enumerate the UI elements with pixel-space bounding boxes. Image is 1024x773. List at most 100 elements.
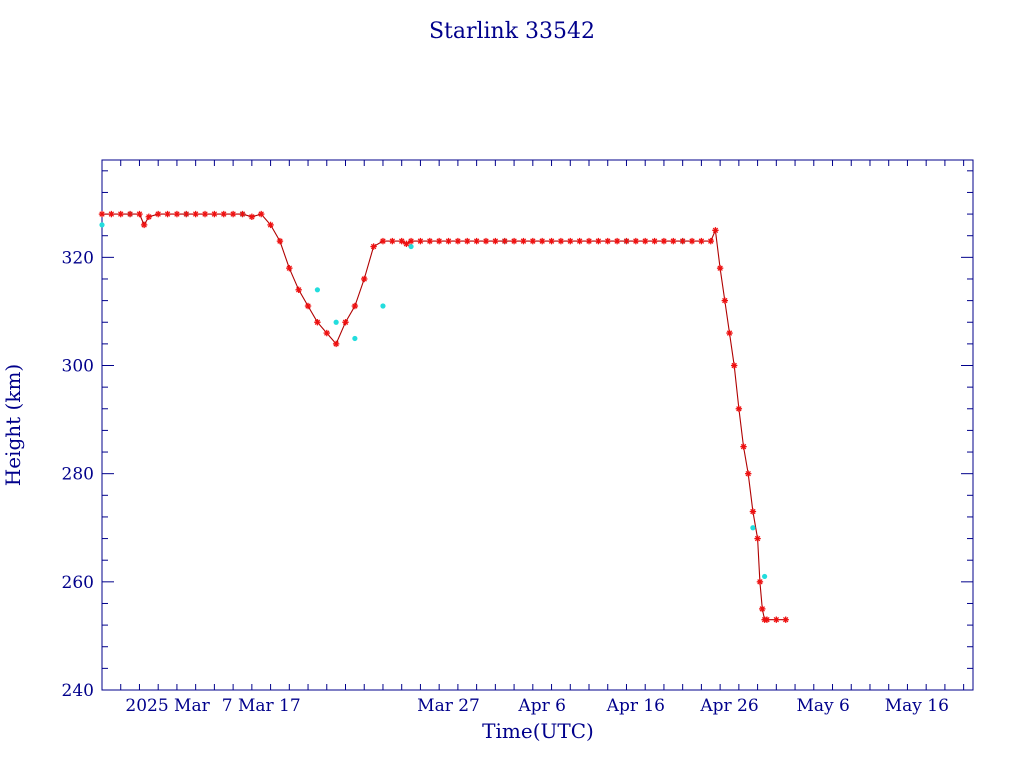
- data-point: [623, 237, 630, 245]
- plot-frame: [101, 159, 974, 691]
- x-tick-label: Apr 26: [699, 696, 758, 716]
- data-point: [258, 210, 265, 218]
- data-point: [145, 213, 153, 220]
- data-point: [445, 237, 452, 245]
- data-point: [749, 508, 757, 515]
- x-tick-label: 7 Mar 17: [222, 696, 301, 716]
- series-line: [102, 213, 786, 621]
- data-point: [782, 616, 789, 623]
- data-point: [745, 470, 752, 477]
- data-point: [473, 237, 480, 245]
- data-point: [398, 237, 405, 245]
- data-point: [332, 340, 340, 348]
- data-point: [98, 210, 106, 218]
- data-layer: [98, 210, 789, 623]
- data-point: [267, 221, 274, 229]
- data-point: [304, 302, 312, 310]
- data-point: [660, 237, 668, 245]
- data-point: [192, 210, 199, 218]
- data-point-secondary: [352, 335, 358, 342]
- y-tick-label: 280: [62, 465, 94, 485]
- y-tick-label: 300: [62, 357, 94, 377]
- data-point: [211, 210, 218, 218]
- x-tick-label: May 6: [796, 696, 849, 716]
- data-point: [426, 237, 433, 245]
- data-point: [314, 319, 321, 326]
- data-point: [117, 210, 124, 218]
- data-point: [740, 443, 747, 450]
- data-point: [183, 210, 190, 218]
- data-point: [759, 605, 766, 613]
- data-point: [557, 237, 565, 245]
- data-point-secondary: [408, 243, 414, 250]
- data-point: [520, 237, 527, 245]
- data-point: [632, 237, 640, 245]
- data-point: [323, 329, 330, 337]
- data-point: [248, 213, 256, 220]
- data-point: [548, 237, 555, 245]
- data-point-secondary: [99, 222, 105, 228]
- data-point: [651, 237, 658, 245]
- data-point: [370, 243, 377, 250]
- data-point: [716, 264, 724, 272]
- data-point: [136, 210, 143, 218]
- data-point: [707, 237, 714, 245]
- data-point-secondary: [314, 287, 321, 293]
- data-point: [154, 210, 162, 218]
- data-point-secondary: [333, 319, 339, 325]
- data-point: [482, 237, 490, 245]
- data-point: [140, 221, 148, 229]
- data-point: [220, 210, 227, 218]
- data-point: [295, 286, 302, 293]
- data-point: [403, 240, 410, 248]
- data-point: [492, 237, 499, 245]
- x-tick-label: Apr 6: [517, 696, 566, 716]
- data-point: [389, 237, 396, 245]
- y-tick-label: 260: [62, 573, 94, 593]
- data-point: [604, 237, 611, 245]
- x-tick-label: Mar 27: [417, 696, 480, 716]
- data-point: [756, 578, 764, 586]
- data-point: [712, 227, 719, 234]
- x-axis-label: Time(UTC): [482, 719, 594, 743]
- data-point: [286, 264, 293, 272]
- data-point: [510, 237, 518, 245]
- data-point-secondary: [762, 573, 768, 580]
- data-point: [342, 319, 349, 326]
- data-point: [679, 237, 686, 245]
- data-point: [642, 237, 649, 245]
- data-point: [763, 616, 771, 623]
- x-tick-label: Apr 16: [606, 696, 665, 716]
- data-point: [229, 210, 237, 218]
- x-tick-label: 2025 Mar: [125, 696, 210, 716]
- y-tick-label: 320: [62, 248, 94, 268]
- data-point: [670, 237, 677, 245]
- data-point: [126, 210, 134, 218]
- data-point: [361, 275, 368, 283]
- data-point: [698, 237, 705, 245]
- data-point: [735, 405, 743, 412]
- data-point: [276, 237, 284, 245]
- data-point: [435, 237, 443, 245]
- data-point: [464, 237, 471, 245]
- data-point: [613, 237, 621, 245]
- data-point: [351, 302, 359, 310]
- data-point: [379, 237, 387, 245]
- data-point: [726, 329, 733, 337]
- data-point: [576, 237, 583, 245]
- data-point: [417, 237, 424, 245]
- chart-title: Starlink 33542: [429, 19, 595, 44]
- data-point: [108, 210, 115, 218]
- data-point: [529, 237, 537, 245]
- data-point: [239, 210, 246, 218]
- y-axis-label: Height (km): [1, 364, 25, 486]
- data-point: [454, 237, 462, 245]
- data-point: [730, 362, 738, 369]
- data-point: [688, 237, 696, 245]
- data-point: [407, 237, 415, 245]
- data-point-secondary: [380, 303, 386, 309]
- data-point: [585, 237, 593, 245]
- data-point: [567, 237, 574, 245]
